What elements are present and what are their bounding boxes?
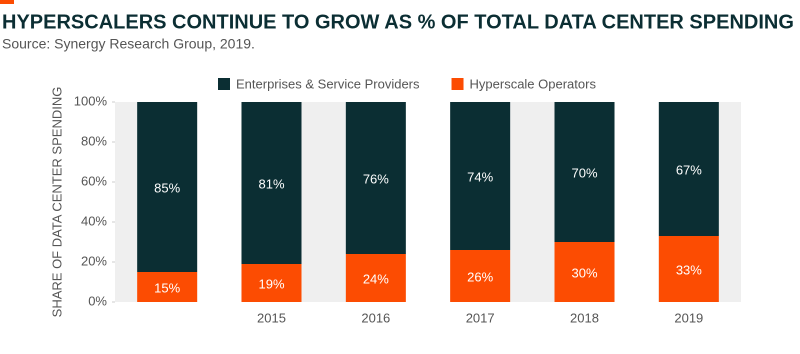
legend-swatch: [451, 78, 464, 90]
bar-segment: [658, 102, 719, 236]
y-tick-label: 0%: [88, 293, 107, 308]
value-label: 19%: [258, 276, 284, 291]
bar-segment: [658, 236, 719, 302]
y-tick-label: 60%: [81, 173, 107, 188]
value-label: 81%: [258, 176, 284, 191]
bar-segment: [137, 272, 198, 302]
value-label: 33%: [676, 262, 702, 277]
y-tick-label: 20%: [81, 253, 107, 268]
bar-segment: [450, 102, 511, 250]
value-label: 85%: [154, 180, 180, 195]
value-label: 70%: [571, 165, 597, 180]
value-label: 26%: [467, 269, 493, 284]
bar-segment: [554, 242, 615, 302]
band-stripe: [614, 102, 659, 302]
value-label: 76%: [363, 171, 389, 186]
band-stripe: [197, 102, 242, 302]
value-label: 74%: [467, 169, 493, 184]
x-tick-label: 2019: [674, 310, 703, 325]
bar-segment: [554, 102, 615, 242]
y-tick-label: 40%: [81, 213, 107, 228]
bar-segment: [450, 250, 511, 302]
legend-swatch: [218, 78, 230, 90]
value-label: 15%: [154, 280, 180, 295]
bar-segment: [345, 102, 406, 254]
y-tick-label: 100%: [74, 93, 108, 108]
band-stripe: [406, 102, 450, 302]
x-tick-label: 2018: [570, 310, 599, 325]
bar-segment: [241, 264, 302, 302]
value-label: 30%: [571, 265, 597, 280]
bar-segment: [137, 102, 198, 272]
legend-label: Enterprises & Service Providers: [236, 76, 420, 91]
x-tick-label: 2015: [257, 310, 286, 325]
y-axis-label: SHARE OF DATA CENTER SPENDING: [49, 87, 64, 318]
y-tick-label: 80%: [81, 133, 107, 148]
x-tick-label: 2017: [466, 310, 495, 325]
bar-segment: [241, 102, 302, 264]
legend-label: Hyperscale Operators: [470, 76, 597, 91]
chart-title: HYPERSCALERS CONTINUE TO GROW AS % OF TO…: [2, 11, 794, 33]
value-label: 24%: [363, 271, 389, 286]
accent: [0, 0, 14, 4]
chart-subtitle: Source: Synergy Research Group, 2019.: [2, 36, 255, 52]
x-tick-label: 2016: [361, 310, 390, 325]
value-label: 67%: [676, 162, 702, 177]
bar-segment: [345, 254, 406, 302]
